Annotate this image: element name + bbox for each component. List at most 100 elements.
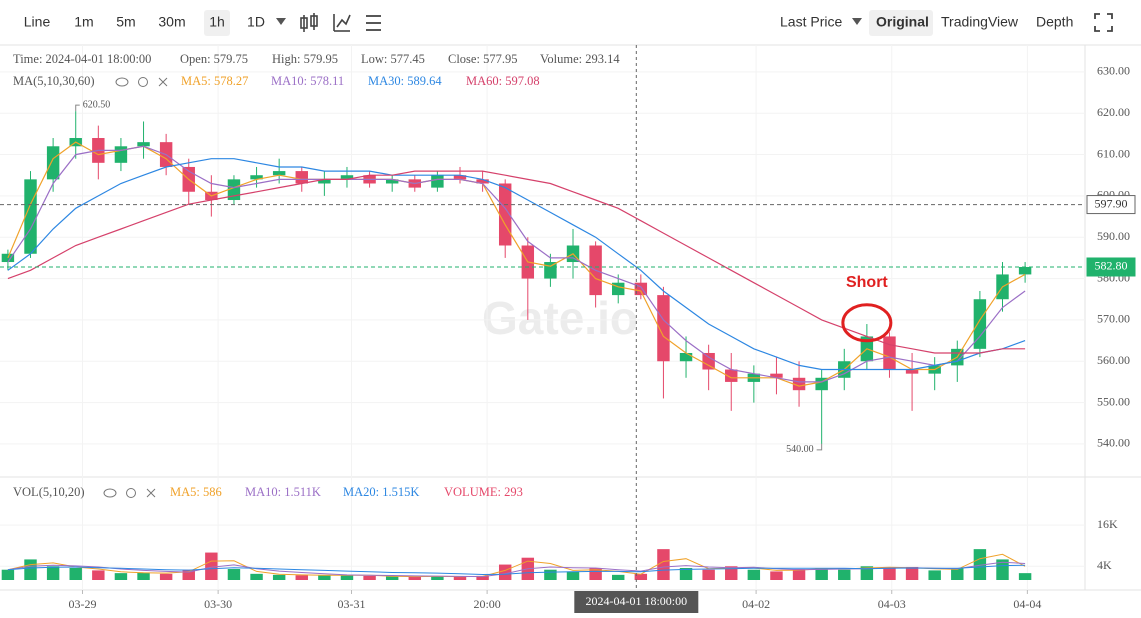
volume-bar	[431, 576, 444, 580]
candle-body	[318, 179, 331, 184]
info-item: Low: 577.45	[361, 52, 425, 66]
volume-bar	[272, 574, 286, 580]
indicator-icon[interactable]	[333, 14, 351, 32]
interval-button[interactable]: 1D	[247, 14, 265, 30]
crosshair-label: 2024-04-01 18:00:00	[585, 594, 687, 608]
volume-bar	[657, 549, 670, 580]
y2-tick-label: 16K	[1097, 517, 1118, 531]
volume-bar	[634, 573, 648, 580]
info-item: Time: 2024-04-01 18:00:00	[13, 52, 151, 66]
volume-bar	[973, 549, 987, 580]
x-tick-label: 03-31	[337, 597, 365, 611]
view-button[interactable]: Original	[876, 14, 929, 30]
candle-body	[476, 179, 489, 184]
active-view-bg	[869, 10, 933, 36]
interval-button[interactable]: 30m	[158, 14, 185, 30]
volume-bar	[996, 559, 1009, 580]
volume-bar	[928, 570, 941, 580]
interval-button[interactable]: 5m	[116, 14, 135, 30]
candle-body	[385, 179, 399, 184]
volume-bar	[137, 572, 150, 580]
volume-bar	[385, 576, 399, 580]
volume-bar	[114, 573, 128, 580]
x-tick-label: 03-30	[204, 597, 232, 611]
candle-body	[679, 352, 693, 362]
volume-bar	[227, 569, 241, 580]
volume-bar	[24, 559, 37, 580]
candle-body	[453, 175, 467, 180]
price-tag	[1086, 257, 1136, 277]
price-tag-label: 582.80	[1095, 259, 1128, 273]
settings-icon[interactable]	[126, 488, 136, 498]
ma-legend: MA30: 589.64	[368, 74, 442, 88]
y-tick-label: 610.00	[1097, 146, 1130, 160]
volume-bar	[860, 566, 874, 580]
x-tick-label: 04-04	[1013, 597, 1041, 611]
vol-ma-line	[7, 564, 1026, 576]
view-button[interactable]: Depth	[1036, 14, 1073, 30]
volume-bar	[815, 567, 828, 580]
ma-line	[7, 141, 1026, 387]
candle-body	[250, 175, 263, 180]
annotation-text: Short	[846, 274, 888, 291]
dropdown-caret[interactable]	[852, 18, 862, 25]
low-marker-line	[816, 443, 823, 451]
volume-bar	[318, 575, 331, 580]
volume-bar	[905, 566, 919, 580]
y-tick-label: 630.00	[1097, 64, 1130, 78]
candle-body	[295, 171, 308, 184]
y-tick-label: 570.00	[1097, 312, 1130, 326]
view-button[interactable]: TradingView	[941, 14, 1019, 30]
annotation-circle	[841, 303, 893, 343]
info-item: High: 579.95	[272, 52, 338, 66]
volume-bar	[340, 574, 354, 580]
toggle-visibility-icon[interactable]	[103, 488, 117, 498]
volume-bar	[838, 569, 851, 580]
settings-icon[interactable]	[138, 77, 148, 87]
candle-icon[interactable]	[300, 13, 318, 32]
candle-body	[905, 369, 919, 374]
candle-body	[24, 179, 37, 254]
y2-tick-label: 4K	[1097, 558, 1112, 572]
vol-legend: MA10: 1.511K	[245, 485, 321, 499]
price-type-select[interactable]: Last Price	[780, 14, 842, 30]
vol-legend: MA20: 1.515K	[343, 485, 419, 499]
close-icon[interactable]	[158, 77, 168, 87]
toggle-visibility-icon[interactable]	[115, 77, 129, 87]
settings-icon[interactable]	[366, 15, 381, 31]
volume-bar	[498, 564, 512, 580]
vol-legend: MA5: 586	[170, 485, 222, 499]
ma-line	[7, 170, 1026, 354]
interval-button[interactable]: 1m	[74, 14, 93, 30]
candle-body	[657, 295, 670, 362]
volume-bar	[363, 575, 376, 580]
y-tick-label: 540.00	[1097, 436, 1130, 450]
volume-bar	[679, 567, 693, 580]
fullscreen-icon[interactable]	[1094, 13, 1113, 32]
info-item: Volume: 293.14	[540, 52, 620, 66]
volume-bar	[1018, 573, 1032, 580]
volume-bar	[476, 575, 489, 580]
low-marker-label: 540.00	[786, 444, 814, 455]
interval-button[interactable]: Line	[24, 14, 51, 30]
ma-legend: MA10: 578.11	[271, 74, 344, 88]
candle-body	[725, 369, 738, 382]
volume-bar	[612, 574, 625, 580]
volume-legend: VOLUME: 293	[444, 485, 523, 499]
ma-legend: MA5: 578.27	[181, 74, 248, 88]
interval-button[interactable]: 1h	[209, 14, 225, 30]
price-tag-label: 597.90	[1095, 196, 1128, 210]
price-tag	[1086, 195, 1136, 215]
candle-body	[272, 171, 286, 176]
x-tick-label: 04-03	[878, 597, 906, 611]
candle-body	[137, 142, 150, 147]
volume-bar	[182, 569, 195, 580]
close-icon[interactable]	[146, 488, 156, 498]
y-tick-label: 620.00	[1097, 105, 1130, 119]
y-tick-label: 560.00	[1097, 353, 1130, 367]
x-tick-label: 03-29	[69, 597, 97, 611]
dropdown-caret[interactable]	[276, 18, 286, 25]
volume-bar	[702, 569, 715, 580]
ma-line	[7, 145, 1026, 383]
